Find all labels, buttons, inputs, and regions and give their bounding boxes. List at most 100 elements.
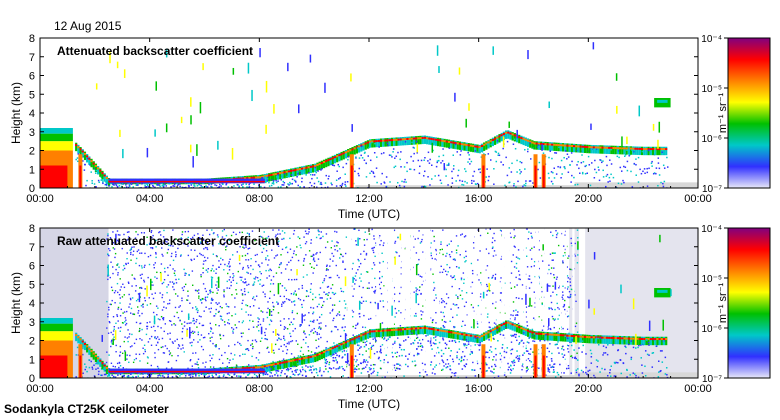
noise-pixel xyxy=(251,355,253,358)
noise-pixel xyxy=(155,337,158,340)
bl-top-pixel xyxy=(316,353,319,356)
noise-pixel xyxy=(183,268,185,271)
noise-pixel xyxy=(422,311,424,313)
bl-pixel xyxy=(315,371,318,374)
noise-pixel xyxy=(334,230,336,233)
bl-pixel xyxy=(631,186,634,188)
noise-pixel xyxy=(516,314,518,316)
bl-pixel xyxy=(288,184,290,186)
spurious-echo xyxy=(196,144,198,156)
noise-pixel xyxy=(223,290,225,293)
noise-pixel xyxy=(203,310,205,312)
bl-top-pixel xyxy=(276,362,280,365)
noise-pixel xyxy=(172,245,174,247)
noise-pixel xyxy=(551,315,554,318)
noise-pixel xyxy=(190,258,192,261)
noise-pixel xyxy=(510,236,512,239)
bl-pixel xyxy=(434,327,437,336)
noise-pixel xyxy=(460,234,462,236)
noise-pixel xyxy=(307,350,310,352)
noise-pixel xyxy=(174,238,176,241)
noise-pixel xyxy=(252,345,254,348)
noise-pixel xyxy=(292,330,294,332)
bl-pixel xyxy=(639,168,641,171)
bl-pixel xyxy=(198,183,201,185)
bl-pixel xyxy=(270,362,273,372)
noise-pixel xyxy=(463,343,465,345)
bl-pixel xyxy=(333,353,335,356)
noise-pixel xyxy=(445,363,447,365)
noise-pixel xyxy=(375,341,377,343)
noise-pixel xyxy=(132,250,135,252)
noise-pixel xyxy=(338,355,340,358)
bl-pixel xyxy=(551,157,553,160)
bl-pixel xyxy=(410,326,413,335)
bl-pixel xyxy=(189,376,192,378)
bl-pixel xyxy=(109,376,112,378)
bl-pixel xyxy=(363,159,366,161)
noise-pixel xyxy=(135,353,137,355)
bl-pixel xyxy=(589,184,592,187)
noise-pixel xyxy=(266,347,268,350)
noise-pixel xyxy=(339,257,341,259)
bl-pixel xyxy=(296,176,298,178)
spurious-echo xyxy=(265,80,268,93)
noise-pixel xyxy=(485,248,488,250)
bl-pixel xyxy=(341,356,344,358)
bl-pixel xyxy=(429,184,431,186)
noise-pixel xyxy=(547,285,550,287)
noise-pixel xyxy=(527,238,530,240)
bl-pixel xyxy=(392,355,394,358)
bl-pixel xyxy=(326,350,328,353)
spurious-echo xyxy=(189,144,192,153)
bl-pixel xyxy=(496,135,499,144)
aerosol-layer xyxy=(40,318,73,324)
bl-pixel xyxy=(290,174,293,176)
noise-pixel xyxy=(182,327,184,330)
noise-pixel xyxy=(225,246,227,248)
bl-pixel xyxy=(601,161,603,164)
noise-pixel xyxy=(504,282,506,284)
noise-pixel xyxy=(487,232,489,234)
noise-pixel xyxy=(386,309,389,311)
noise-pixel xyxy=(156,365,159,368)
noise-pixel xyxy=(276,339,279,341)
noise-pixel xyxy=(534,340,536,343)
noise-pixel xyxy=(128,231,130,233)
noise-pixel xyxy=(112,247,114,249)
noise-pixel xyxy=(209,354,211,357)
bl-pixel xyxy=(181,186,184,188)
bl-top-pixel xyxy=(279,362,282,365)
noise-pixel xyxy=(537,275,540,278)
bl-top-pixel xyxy=(281,361,284,364)
bl-top-pixel xyxy=(426,137,429,140)
noise-pixel xyxy=(493,322,496,324)
noise-pixel xyxy=(244,240,247,243)
noise-pixel xyxy=(148,242,151,245)
noise-pixel xyxy=(571,355,573,357)
noise-pixel xyxy=(219,334,221,337)
noise-pixel xyxy=(205,290,207,293)
bl-pixel xyxy=(225,182,228,185)
noise-pixel xyxy=(112,242,115,244)
bl-pixel xyxy=(91,366,94,369)
noise-pixel xyxy=(146,356,149,358)
bl-pixel xyxy=(365,344,367,346)
bl-pixel xyxy=(360,346,362,348)
bl-top-pixel xyxy=(364,142,367,145)
noise-pixel xyxy=(152,234,154,237)
bl-pixel xyxy=(393,166,395,169)
bl-pixel xyxy=(440,349,443,352)
noise-pixel xyxy=(260,236,263,238)
bl-pixel xyxy=(538,161,541,164)
noise-pixel xyxy=(396,351,399,354)
noise-pixel xyxy=(290,259,292,262)
bl-pixel xyxy=(431,178,433,180)
bl-pixel xyxy=(333,344,337,354)
noise-pixel xyxy=(215,308,217,311)
noise-pixel xyxy=(470,350,472,353)
spurious-echo xyxy=(155,81,157,91)
noise-pixel xyxy=(566,344,569,347)
bl-top-pixel xyxy=(75,144,78,147)
bl-pixel xyxy=(150,186,152,188)
